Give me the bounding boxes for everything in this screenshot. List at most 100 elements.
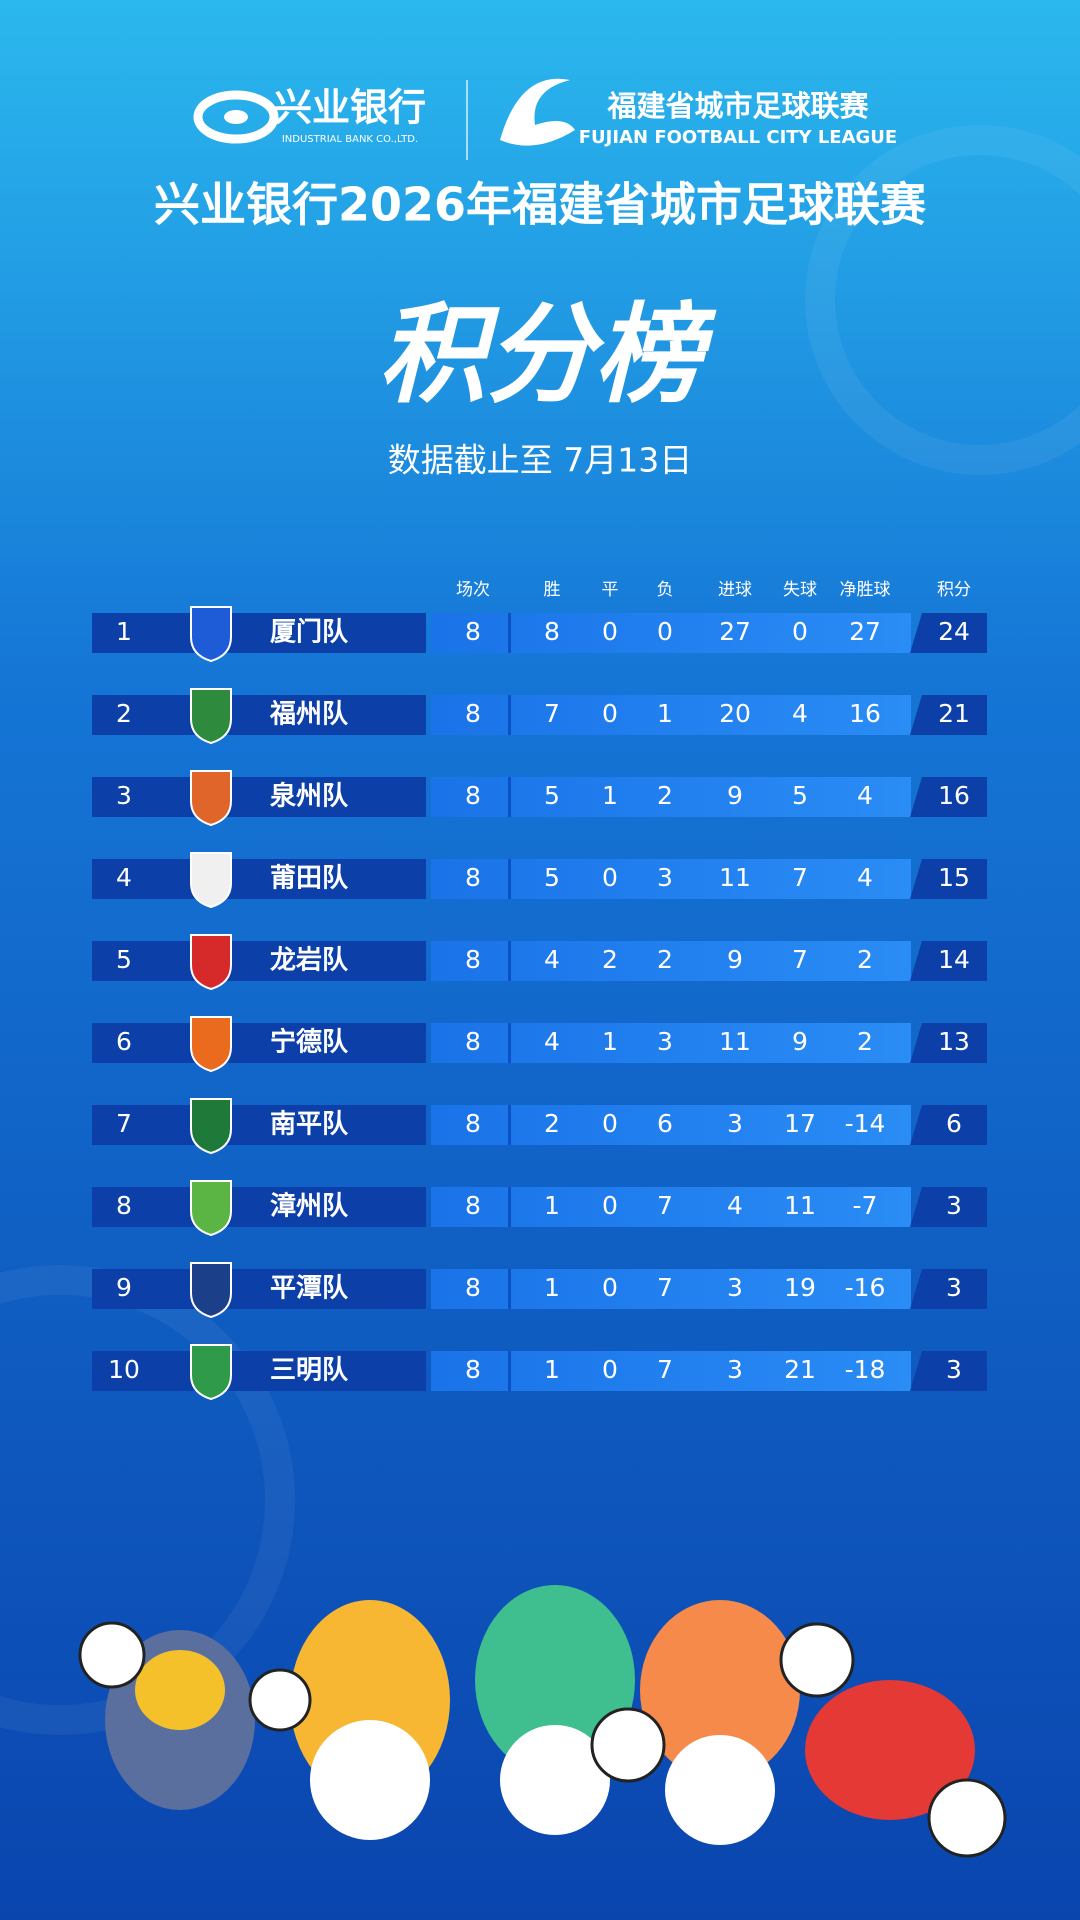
bank-logo [224,110,248,124]
team-name: 漳州队 [270,1191,349,1222]
row-points-band [910,613,987,653]
stat-value: 4 [727,1191,743,1220]
stat-value: 8 [544,617,560,646]
stat-value: 21 [784,1355,816,1384]
league-name: 福建省城市足球联赛 [606,89,869,123]
stat-value: 8 [465,863,481,892]
team-logo [190,1180,232,1237]
stat-value: 4 [544,945,560,974]
column-header: 失球 [783,580,817,600]
row-points-band [910,1269,987,1309]
divider [508,1023,511,1063]
column-header: 平 [602,580,619,600]
team-name: 南平队 [270,1110,349,1140]
stat-value: 1 [544,1273,560,1302]
team-logo [190,1098,232,1155]
stat-value: 11 [719,1027,751,1056]
column-header: 进球 [718,580,752,600]
team-logo [190,606,232,663]
mascots [78,1585,1007,1858]
stat-value: 3 [727,1109,743,1138]
bank-name: 兴业银行 [274,88,426,130]
rank: 4 [116,863,132,892]
stat-value: 0 [657,617,673,646]
row-name-band [92,1351,426,1391]
stat-value: 7 [792,945,808,974]
team-name: 宁德队 [270,1027,349,1058]
team-logo [190,852,232,909]
team-logo [190,1262,232,1319]
row-points-band [910,941,987,981]
rank: 8 [116,1191,132,1220]
stat-value: 0 [602,699,618,728]
rank: 9 [116,1273,132,1302]
stat-value: 19 [784,1273,816,1302]
divider [508,1187,511,1227]
stat-value: 8 [465,699,481,728]
stat-value: 8 [465,1109,481,1138]
stat-value: 2 [602,945,618,974]
stat-value: 0 [602,1273,618,1302]
row-points-band [910,695,987,735]
row-points-band [910,1351,987,1391]
row-name-band [92,859,426,899]
column-header: 净胜球 [840,580,891,600]
stat-value: 3 [727,1273,743,1302]
column-header: 积分 [937,580,971,600]
stat-value: 9 [792,1027,808,1056]
stat-value: 0 [792,617,808,646]
team-logo [190,1016,232,1073]
stat-value: 7 [792,863,808,892]
team-logo [190,688,232,745]
stat-value: -18 [845,1355,886,1384]
stat-value: 3 [657,1027,673,1056]
team-logo [190,770,232,827]
stat-value: 5 [792,781,808,810]
stat-value: 2 [657,945,673,974]
stat-value: 4 [792,699,808,728]
stat-value: 11 [719,863,751,892]
stat-value: 8 [465,1273,481,1302]
stat-value: 7 [657,1355,673,1384]
stat-value: 3 [946,1273,962,1302]
row-name-band [92,1023,426,1063]
heading: 积分榜 [378,293,717,418]
rank: 3 [116,781,132,810]
stat-value: 15 [938,863,970,892]
row-name-band [92,1269,426,1309]
stat-value: 2 [857,1027,873,1056]
divider [508,1269,511,1309]
divider [508,941,511,981]
team-name: 三明队 [270,1356,349,1386]
stat-value: 4 [857,863,873,892]
stat-value: 8 [465,1027,481,1056]
row-name-band [92,1187,426,1227]
rank: 5 [116,945,132,974]
team-logo [190,1344,232,1401]
stat-value: 0 [602,1191,618,1220]
stat-value: 4 [544,1027,560,1056]
column-header: 胜 [544,580,561,600]
stat-value: -7 [853,1191,878,1220]
stat-value: 6 [657,1109,673,1138]
row-name-band [92,941,426,981]
stat-value: 1 [657,699,673,728]
row-points-band [910,859,987,899]
stat-value: 16 [849,699,881,728]
stat-value: 8 [465,781,481,810]
rank: 10 [108,1355,140,1384]
team-name: 龙岩队 [270,946,349,976]
league-name-en: FUJIAN FOOTBALL CITY LEAGUE [579,127,897,148]
divider [508,859,511,899]
rank: 6 [116,1027,132,1056]
team-name: 平潭队 [270,1274,349,1304]
row-points-band [910,1187,987,1227]
decor [0,1265,295,1735]
stat-value: 1 [602,781,618,810]
rank: 7 [116,1109,132,1138]
row-points-band [910,777,987,817]
stat-value: 6 [946,1109,962,1138]
stat-value: 0 [602,617,618,646]
stat-value: 17 [784,1109,816,1138]
